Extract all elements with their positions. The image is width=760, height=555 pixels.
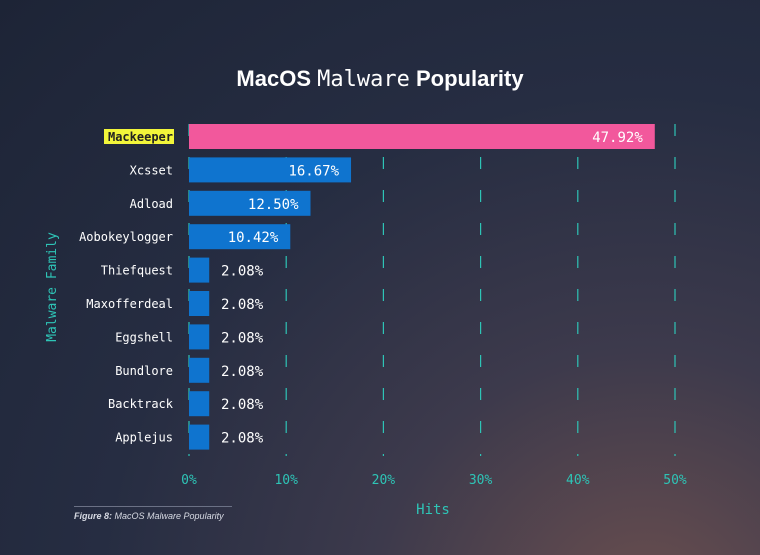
value-labels: 47.92% 16.67% 12.50% 10.42% 2.08% 2.08% 2.08% 2… (221, 130, 643, 447)
caption-text: MacOS Malware Popularity (114, 511, 224, 521)
category-label: Aobokeylogger (79, 230, 173, 244)
category-label: Applejus (115, 431, 173, 445)
category-label: Bundlore (115, 364, 173, 378)
x-tick-labels: 0% 10% 20% 30% 40% 50% (181, 473, 687, 488)
x-axis-label: Hits (416, 502, 450, 518)
caption-label: Figure 8: (74, 511, 113, 521)
value-label: 10.42% (228, 230, 279, 246)
bar (189, 291, 210, 316)
bar (189, 190, 311, 216)
bar (189, 224, 291, 250)
category-label: Backtrack (108, 397, 174, 411)
x-tick-label: 30% (469, 473, 493, 488)
bar (189, 424, 210, 450)
x-tick-label: 20% (372, 473, 396, 488)
value-label: 2.08% (221, 264, 264, 280)
value-label: 2.08% (221, 297, 264, 313)
x-tick-label: 10% (274, 473, 298, 488)
figure-caption: Figure 8: MacOS Malware Popularity (74, 506, 232, 521)
bar (189, 357, 210, 383)
category-label: Eggshell (115, 330, 173, 344)
value-label: 16.67% (288, 163, 339, 179)
chart-title: MacOS Malware Popularity (0, 66, 760, 92)
y-axis-label: Malware Family (45, 232, 60, 342)
bar (189, 157, 352, 183)
value-label: 12.50% (248, 197, 299, 213)
title-part-2: Malware (317, 67, 410, 92)
bars (189, 124, 655, 450)
x-tick-label: 50% (663, 473, 687, 488)
category-labels: Mackeeper Xcsset Adload Aobokeylogger Thiefq… (79, 129, 174, 445)
bar (189, 257, 210, 283)
bar (189, 124, 655, 149)
bar (189, 391, 210, 417)
category-label-highlight (104, 129, 174, 144)
category-label: Adload (130, 197, 173, 211)
category-label: Thiefquest (101, 264, 173, 278)
value-label: 47.92% (592, 130, 643, 146)
bar (189, 324, 210, 350)
title-part-1: MacOS (236, 66, 312, 91)
value-label: 2.08% (221, 330, 264, 346)
grid-lines (188, 124, 676, 456)
category-label: Xcsset (130, 163, 173, 177)
x-tick-label: 40% (566, 473, 590, 488)
category-label: Mackeeper (108, 130, 173, 144)
title-part-3: Popularity (415, 66, 524, 91)
x-tick-label: 0% (181, 473, 197, 488)
category-label: Maxofferdeal (86, 297, 173, 311)
value-label: 2.08% (221, 364, 264, 380)
value-label: 2.08% (221, 431, 264, 447)
value-label: 2.08% (221, 397, 264, 413)
